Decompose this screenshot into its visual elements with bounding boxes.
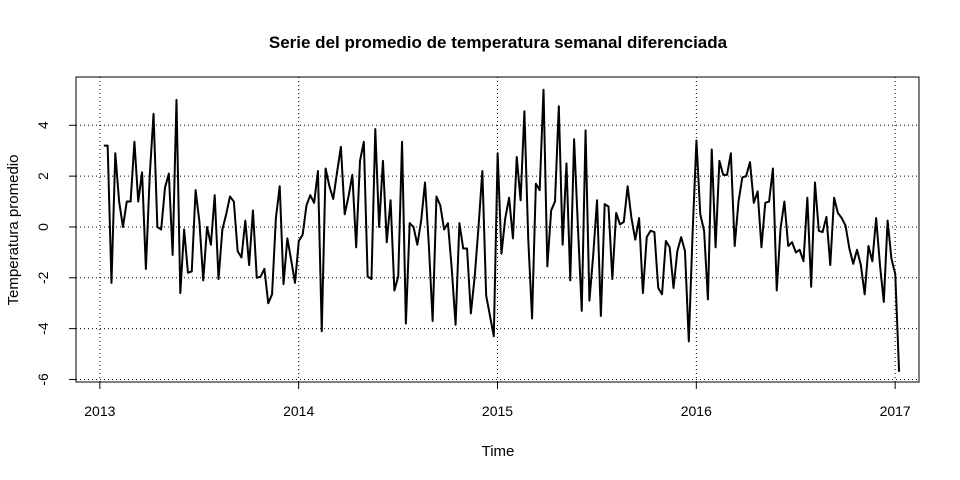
y-axis-label: Temperatura promedio xyxy=(5,155,22,306)
series-line xyxy=(103,88,901,372)
x-tick-label: 2013 xyxy=(84,403,115,419)
y-tick-label: 4 xyxy=(35,121,51,129)
y-tick-label: -2 xyxy=(35,271,51,284)
x-tick-label: 2017 xyxy=(880,403,911,419)
y-tick-label: 0 xyxy=(35,223,51,231)
x-tick-label: 2015 xyxy=(482,403,513,419)
x-tick-label: 2016 xyxy=(681,403,712,419)
x-axis: 2013 2014 2015 2016 2017 xyxy=(84,382,911,419)
y-tick-label: -4 xyxy=(35,322,51,335)
y-tick-label: 2 xyxy=(35,172,51,180)
y-axis: -6 -4 -2 0 2 4 xyxy=(35,121,76,386)
grid xyxy=(76,77,919,382)
series-layer xyxy=(103,88,901,372)
chart-title: Serie del promedio de temperatura semana… xyxy=(269,33,728,52)
x-axis-label: Time xyxy=(482,443,515,460)
y-tick-label: -6 xyxy=(35,373,51,386)
x-tick-label: 2014 xyxy=(283,403,314,419)
